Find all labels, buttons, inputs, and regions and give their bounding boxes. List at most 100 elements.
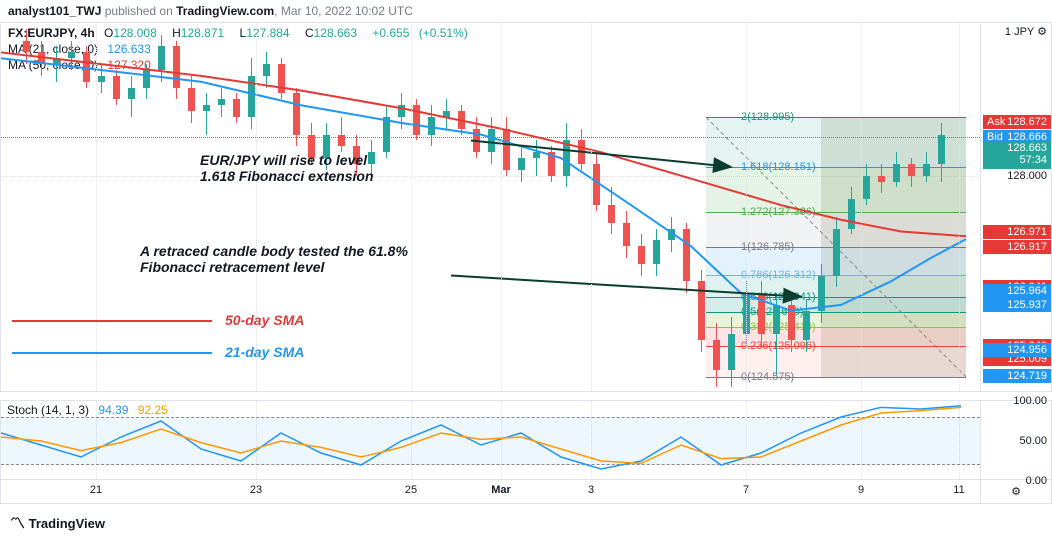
candle [608, 23, 615, 393]
candle [533, 23, 540, 393]
candle [248, 23, 255, 393]
candle [368, 23, 375, 393]
ask-tag: Ask128.672 [983, 115, 1051, 129]
candle [113, 23, 120, 393]
candle [413, 23, 420, 393]
price-tag: 126.971 [983, 225, 1051, 239]
candle [458, 23, 465, 393]
y-tick: 128.000 [1007, 170, 1047, 182]
candle [173, 23, 180, 393]
candle [158, 23, 165, 393]
candle [833, 23, 840, 393]
gear-icon[interactable]: ⚙ [1011, 485, 1021, 498]
x-tick: Mar [491, 484, 511, 496]
candle [53, 23, 60, 393]
candle [23, 23, 30, 393]
x-tick: 11 [953, 484, 964, 496]
candle [878, 23, 885, 393]
publish-info: analyst101_TWJ published on TradingView.… [8, 4, 413, 18]
x-tick: 25 [405, 484, 417, 496]
candle [428, 23, 435, 393]
candle [218, 23, 225, 393]
candle [203, 23, 210, 393]
candle [293, 23, 300, 393]
candle [548, 23, 555, 393]
annotation-fib-retr: A retraced candle body tested the 61.8%F… [140, 243, 408, 275]
candle [713, 23, 720, 393]
scale-corner[interactable]: 1 JPY ⚙ [1005, 25, 1047, 38]
candle [473, 23, 480, 393]
candle [443, 23, 450, 393]
sma21-label: 21-day SMA [225, 344, 304, 360]
stoch-band [1, 417, 980, 465]
candle [128, 23, 135, 393]
candle [728, 23, 735, 393]
candle [938, 23, 945, 393]
candle [278, 23, 285, 393]
candle [488, 23, 495, 393]
stoch-panel[interactable]: Stoch (14, 1, 3) 94.39 92.25 [0, 400, 980, 480]
sma21-key-line [12, 352, 212, 354]
main-chart[interactable]: 2(128.995)1.618(128.151)1.272(127.386)1(… [0, 22, 980, 392]
candle [638, 23, 645, 393]
candle [668, 23, 675, 393]
candle [818, 23, 825, 393]
candle [263, 23, 270, 393]
candle [383, 23, 390, 393]
candle [788, 23, 795, 393]
candle [758, 23, 765, 393]
candle [683, 23, 690, 393]
gear-icon[interactable]: ⚙ [1037, 26, 1047, 38]
price-tag: 125.964 [983, 284, 1051, 298]
price-tag: 124.956 [983, 343, 1051, 357]
candle [68, 23, 75, 393]
candle [38, 23, 45, 393]
candle [908, 23, 915, 393]
stoch-y-tick: 50.00 [1019, 435, 1047, 447]
candle [698, 23, 705, 393]
candle [623, 23, 630, 393]
price-tag: 125.937 [983, 298, 1051, 312]
tradingview-logo: 〽 TradingView [10, 512, 105, 533]
candle [893, 23, 900, 393]
x-tick: 7 [743, 484, 749, 496]
candle [923, 23, 930, 393]
time-axis[interactable]: 21 23 25 Mar 3 7 9 11 [0, 480, 980, 504]
candle [803, 23, 810, 393]
candle [338, 23, 345, 393]
candle [863, 23, 870, 393]
candle [188, 23, 195, 393]
vgrid [959, 23, 960, 391]
candle [83, 23, 90, 393]
candle [143, 23, 150, 393]
vgrid [501, 23, 502, 391]
stoch-legend: Stoch (14, 1, 3) 94.39 92.25 [7, 403, 174, 417]
candle [323, 23, 330, 393]
vgrid [411, 23, 412, 391]
candle [848, 23, 855, 393]
vgrid [861, 23, 862, 391]
x-tick: 21 [90, 484, 102, 496]
price-tag: 124.719 [983, 369, 1051, 383]
candle [563, 23, 570, 393]
annotation-fib-ext: EUR/JPY will rise to level1.618 Fibonacc… [200, 152, 374, 184]
vgrid [96, 23, 97, 391]
candle [593, 23, 600, 393]
x-tick: 23 [250, 484, 262, 496]
stoch-axis[interactable]: 100.0050.000.00 [980, 400, 1052, 480]
current-price-tag: 128.66357:34 [983, 141, 1051, 169]
axis-corner[interactable]: ⚙ [980, 480, 1052, 504]
candle [233, 23, 240, 393]
x-tick: 3 [588, 484, 594, 496]
candle [578, 23, 585, 393]
candle [353, 23, 360, 393]
candle [398, 23, 405, 393]
sma50-label: 50-day SMA [225, 312, 304, 328]
x-tick: 9 [858, 484, 864, 496]
price-axis[interactable]: 1 JPY ⚙ 128.000Ask128.672Bid128.666128.6… [980, 22, 1052, 392]
price-tag: 126.917 [983, 240, 1051, 254]
candle [308, 23, 315, 393]
candle [503, 23, 510, 393]
vgrid [591, 23, 592, 391]
candle [653, 23, 660, 393]
